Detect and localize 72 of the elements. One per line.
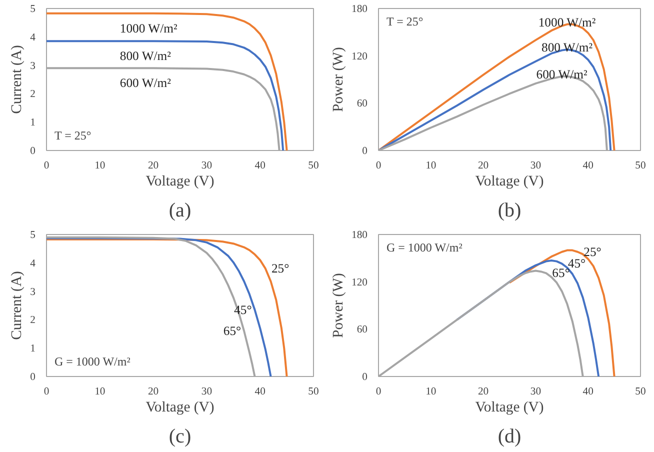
annotation: G = 1000 W/m² — [54, 354, 131, 368]
series-label: 1000 W/m² — [120, 21, 178, 36]
y-tick-label: 2 — [30, 315, 36, 326]
x-tick-label: 50 — [635, 160, 646, 172]
x-tick-label: 10 — [94, 160, 106, 172]
y-tick-label: 0 — [362, 372, 368, 383]
x-tick-label: 40 — [254, 386, 266, 398]
y-axis-title: Current (A) — [9, 44, 26, 114]
x-axis-title: Voltage (V) — [475, 400, 544, 416]
series-label: 65° — [223, 324, 242, 338]
x-tick-label: 40 — [582, 386, 594, 398]
y-tick-label: 5 — [30, 230, 36, 241]
y-axis-title: Power (W) — [330, 47, 347, 112]
annotation: T = 25° — [54, 128, 92, 142]
series-label: 65° — [552, 266, 570, 280]
x-tick-label: 50 — [308, 160, 319, 172]
x-tick-label: 30 — [201, 386, 212, 398]
y-tick-label: 0 — [362, 146, 368, 157]
text: (b) — [498, 200, 522, 222]
annotation: T = 25° — [386, 14, 424, 28]
x-tick-label: 30 — [530, 386, 542, 398]
series-label: 800 W/m² — [120, 49, 172, 64]
y-tick-label: 180 — [352, 230, 368, 241]
series-label: 600 W/m² — [536, 67, 588, 82]
x-tick-label: 0 — [44, 160, 50, 172]
y-tick-label: 120 — [352, 277, 368, 288]
y-axis-title: Current (A) — [9, 270, 26, 340]
y-tick-label: 3 — [30, 286, 36, 298]
y-tick-label: 1 — [30, 118, 36, 129]
x-tick-label: 20 — [148, 386, 159, 398]
x-tick-label: 30 — [530, 160, 542, 172]
y-axis-title: Power (W) — [330, 273, 347, 338]
x-tick-label: 10 — [94, 386, 106, 398]
series-label: 600 W/m² — [120, 76, 172, 90]
series-label: 45° — [234, 302, 252, 317]
x-tick-label: 20 — [148, 160, 159, 172]
x-axis-title: Voltage (V) — [475, 174, 544, 190]
y-tick-label: 2 — [30, 89, 36, 100]
y-tick-label: 4 — [30, 32, 36, 44]
y-tick-label: 4 — [30, 258, 36, 270]
y-tick-label: 1 — [30, 344, 36, 355]
x-tick-label: 0 — [376, 386, 382, 398]
x-tick-label: 10 — [426, 160, 436, 172]
text: (a) — [168, 200, 192, 222]
series-label: 45° — [568, 256, 586, 271]
series-label: 1000 W/m² — [538, 15, 596, 30]
x-tick-label: 40 — [582, 160, 594, 172]
y-tick-label: 120 — [352, 51, 368, 62]
x-tick-label: 20 — [478, 160, 489, 172]
x-tick-label: 0 — [44, 386, 50, 398]
series-label: 25° — [271, 262, 290, 276]
x-tick-label: 10 — [426, 386, 436, 398]
y-tick-label: 0 — [30, 146, 36, 157]
x-tick-label: 40 — [254, 160, 266, 172]
x-axis-title: Voltage (V) — [146, 174, 214, 190]
x-tick-label: 20 — [478, 386, 489, 398]
x-axis-title: Voltage (V) — [146, 400, 214, 416]
y-tick-label: 5 — [30, 4, 36, 15]
series-label: 25° — [584, 244, 602, 259]
y-tick-label: 60 — [356, 324, 368, 336]
x-tick-label: 50 — [308, 386, 319, 398]
series-label: 800 W/m² — [542, 40, 593, 55]
text: (d) — [498, 426, 522, 448]
x-tick-label: 50 — [635, 386, 646, 398]
y-tick-label: 0 — [30, 372, 36, 383]
y-tick-label: 180 — [352, 4, 368, 15]
x-tick-label: 0 — [376, 160, 382, 172]
y-tick-label: 60 — [356, 98, 368, 110]
y-tick-label: 3 — [30, 60, 36, 72]
text: (c) — [168, 426, 192, 448]
annotation: G = 1000 W/m² — [386, 240, 463, 254]
x-tick-label: 30 — [201, 160, 212, 172]
